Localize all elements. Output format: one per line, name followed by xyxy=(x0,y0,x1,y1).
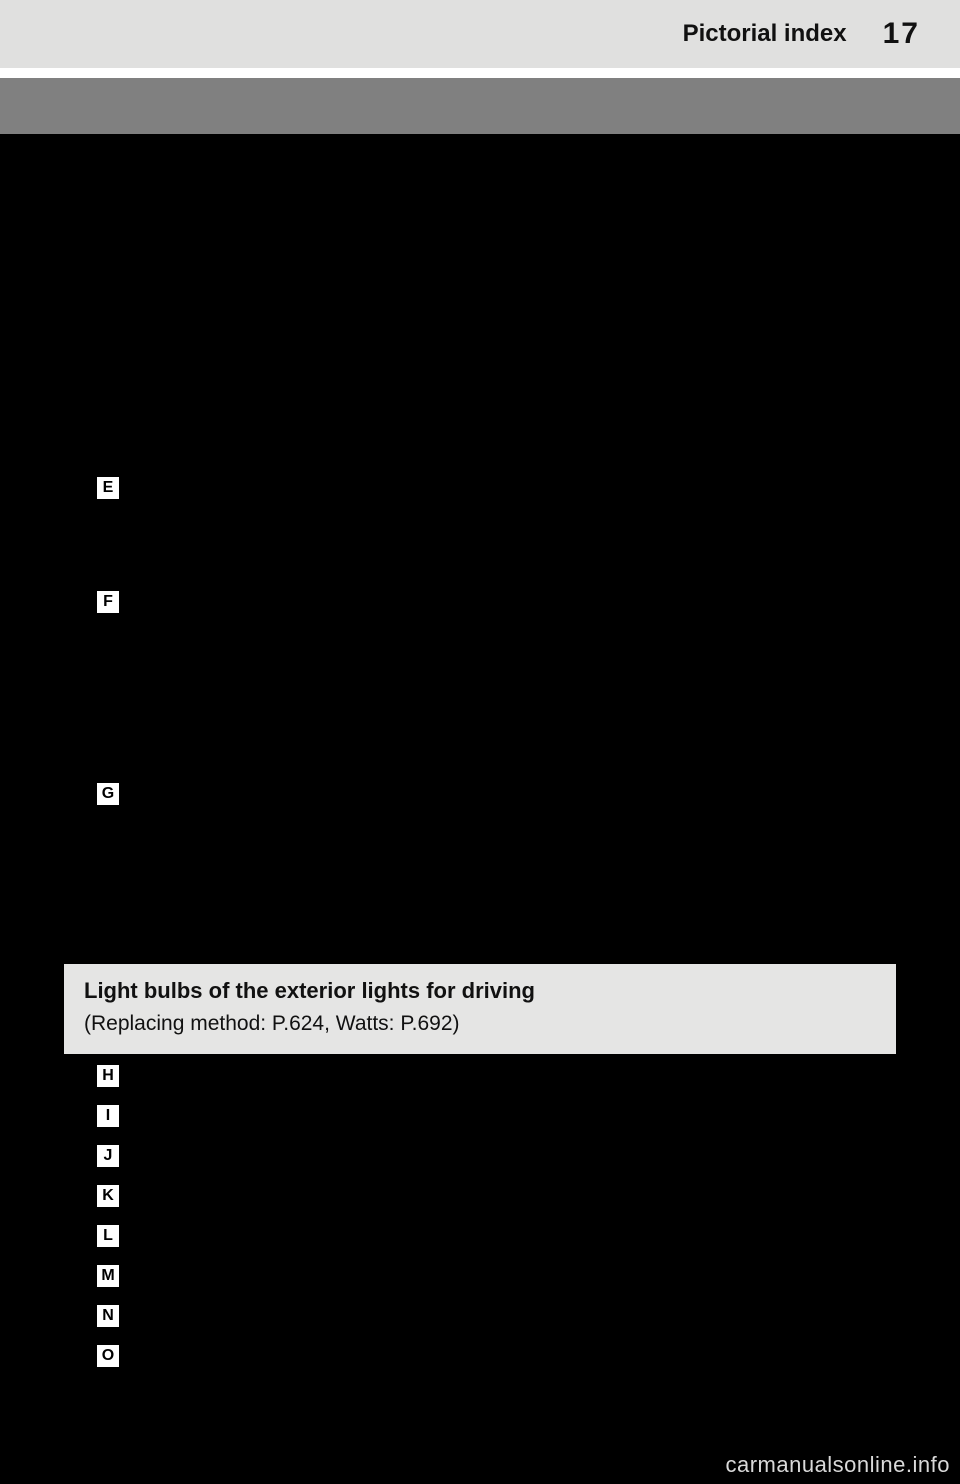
header-band: Pictorial index 17 xyxy=(0,0,960,68)
info-box-title: Light bulbs of the exterior lights for d… xyxy=(84,978,876,1004)
watermark: carmanualsonline.info xyxy=(725,1452,950,1478)
info-box-subtitle: (Replacing method: P.624, Watts: P.692) xyxy=(84,1012,876,1036)
marker-g: G xyxy=(96,782,120,806)
marker-k: K xyxy=(96,1184,120,1208)
white-strip xyxy=(0,68,960,78)
marker-e: E xyxy=(96,476,120,500)
header-page-number: 17 xyxy=(883,17,920,51)
info-box: Light bulbs of the exterior lights for d… xyxy=(64,964,896,1054)
marker-h: H xyxy=(96,1064,120,1088)
marker-i: I xyxy=(96,1104,120,1128)
header-title: Pictorial index xyxy=(683,20,847,48)
marker-o: O xyxy=(96,1344,120,1368)
marker-f: F xyxy=(96,590,120,614)
marker-n: N xyxy=(96,1304,120,1328)
marker-j: J xyxy=(96,1144,120,1168)
gray-band xyxy=(0,78,960,134)
marker-l: L xyxy=(96,1224,120,1248)
marker-m: M xyxy=(96,1264,120,1288)
